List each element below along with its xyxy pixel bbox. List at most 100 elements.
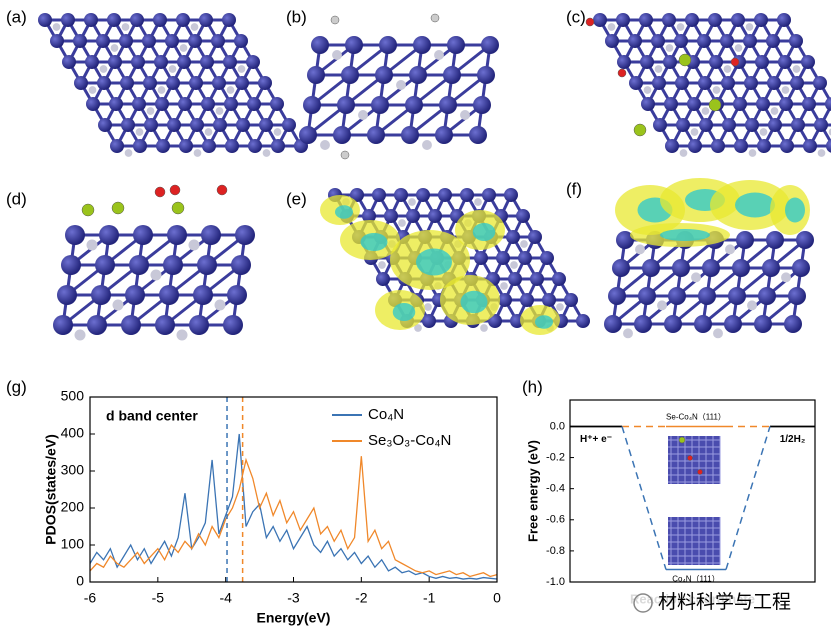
atom xyxy=(653,118,667,132)
atom xyxy=(428,209,442,223)
atom xyxy=(163,255,183,275)
atom xyxy=(99,225,119,245)
atom xyxy=(204,128,213,136)
atom xyxy=(826,139,831,153)
atom xyxy=(91,285,111,305)
atom xyxy=(61,13,75,27)
x-tick-label: 0 xyxy=(493,590,501,606)
atom xyxy=(179,139,193,153)
atom xyxy=(663,55,677,69)
atom xyxy=(121,315,141,335)
atom xyxy=(657,300,667,311)
atom xyxy=(665,44,674,52)
atom xyxy=(788,287,806,305)
atom xyxy=(416,188,430,202)
atom xyxy=(413,36,431,54)
atom xyxy=(235,225,255,245)
atom xyxy=(607,23,616,31)
atom xyxy=(201,97,215,111)
panel-label: (g) xyxy=(6,377,27,396)
atom xyxy=(732,259,750,277)
atom xyxy=(730,57,740,67)
atom xyxy=(394,188,408,202)
atom xyxy=(61,255,81,275)
atom xyxy=(474,251,488,265)
y-tick-label: -0.8 xyxy=(546,545,565,557)
atom xyxy=(216,184,228,196)
charge-density xyxy=(392,303,416,321)
atom xyxy=(665,139,679,153)
y-tick-label: 300 xyxy=(61,462,85,478)
atom xyxy=(86,97,100,111)
atom xyxy=(379,36,397,54)
category-label: H⁺+ e⁻ xyxy=(580,434,612,445)
atom xyxy=(679,149,688,157)
atom xyxy=(516,209,530,223)
atom xyxy=(87,315,107,335)
atom xyxy=(330,15,340,25)
atom xyxy=(378,261,386,269)
atom xyxy=(99,65,108,73)
atom xyxy=(340,150,350,160)
atom xyxy=(662,13,676,27)
atom xyxy=(409,66,427,84)
series-label: Se-Co₄N（111） xyxy=(666,413,726,422)
atom xyxy=(469,126,487,144)
atom xyxy=(199,13,213,27)
atom xyxy=(57,285,77,305)
atom xyxy=(802,97,816,111)
atom xyxy=(408,198,416,206)
atom xyxy=(629,76,643,90)
atom xyxy=(109,97,123,111)
atom xyxy=(711,139,725,153)
atom xyxy=(552,272,566,286)
y-tick-label: 200 xyxy=(61,499,85,515)
y-tick-label: 400 xyxy=(61,425,85,441)
atom xyxy=(698,76,712,90)
x-tick-label: -4 xyxy=(219,590,232,606)
atom xyxy=(153,13,167,27)
atom xyxy=(200,55,214,69)
atom xyxy=(384,209,398,223)
charge-density xyxy=(360,233,388,251)
atom xyxy=(754,13,768,27)
atom xyxy=(482,188,496,202)
atom xyxy=(755,55,769,69)
atom xyxy=(828,128,831,136)
atom xyxy=(189,76,203,90)
atom xyxy=(643,86,652,94)
atom xyxy=(443,66,461,84)
atom xyxy=(247,97,261,111)
atom xyxy=(748,149,757,157)
atom xyxy=(130,13,144,27)
atom xyxy=(110,139,124,153)
atom xyxy=(672,259,690,277)
atom xyxy=(234,34,248,48)
atom xyxy=(375,66,393,84)
atom xyxy=(231,255,251,275)
atom xyxy=(654,65,663,73)
atom xyxy=(651,34,665,48)
atom xyxy=(422,314,436,328)
atom xyxy=(430,13,440,23)
atom xyxy=(133,139,147,153)
charge-density xyxy=(472,223,496,241)
atom xyxy=(642,259,660,277)
atom xyxy=(770,107,779,115)
atom xyxy=(766,231,784,249)
plot-frame xyxy=(89,396,498,583)
atom xyxy=(144,118,158,132)
atom xyxy=(721,76,735,90)
atom xyxy=(98,118,112,132)
charge-density xyxy=(335,205,353,219)
atom xyxy=(307,66,325,84)
connector xyxy=(725,426,771,570)
atom xyxy=(401,126,419,144)
atom xyxy=(801,55,815,69)
atom xyxy=(270,97,284,111)
atom xyxy=(792,65,801,73)
atom xyxy=(612,259,630,277)
atom xyxy=(639,13,653,27)
panel-label: (b) xyxy=(286,7,307,26)
atom xyxy=(633,123,647,137)
